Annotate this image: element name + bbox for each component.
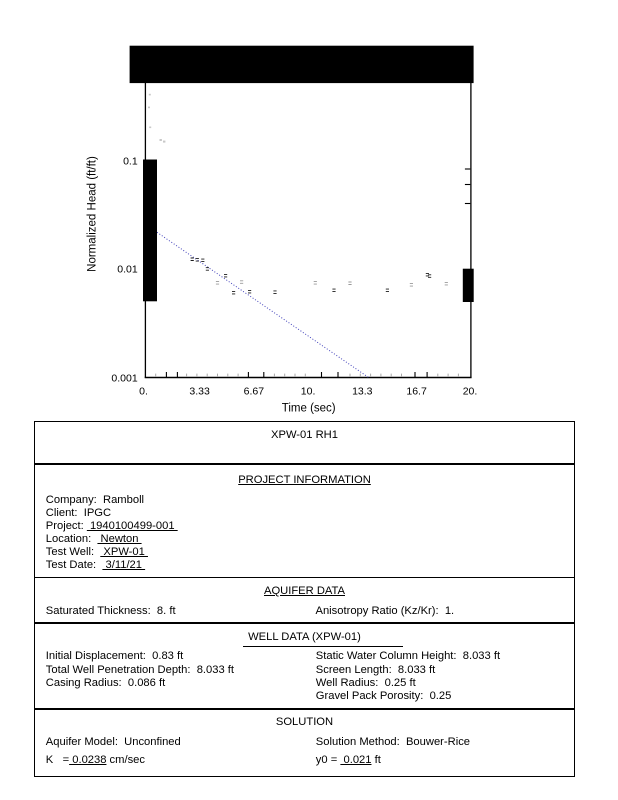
svg-text:Normalized Head (ft/ft): Normalized Head (ft/ft) — [87, 156, 99, 272]
svg-text:13.3: 13.3 — [352, 386, 373, 398]
svg-text:20.: 20. — [463, 386, 478, 398]
svg-text:Time (sec): Time (sec) — [282, 403, 336, 415]
svg-text:16.7: 16.7 — [406, 386, 427, 398]
svg-text:0.: 0. — [139, 386, 148, 398]
svg-text:3.33: 3.33 — [189, 386, 210, 398]
svg-text:0.01: 0.01 — [117, 263, 138, 275]
svg-text:10.: 10. — [301, 386, 316, 398]
svg-text:6.67: 6.67 — [244, 386, 265, 398]
svg-text:0.001: 0.001 — [111, 372, 137, 384]
svg-text:0.1: 0.1 — [123, 156, 138, 168]
